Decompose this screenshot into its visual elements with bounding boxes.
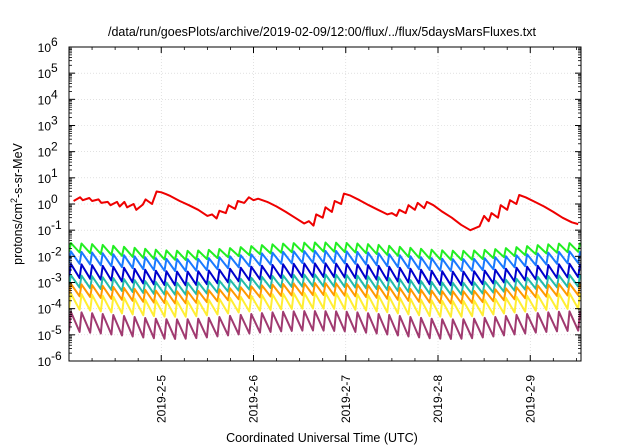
x-tick-labels: 2019-2-5 2019-2-6 2019-2-7 2019-2-8 2019-2-9 [154,375,537,423]
series-layer [69,190,581,340]
y-tick-base: 10 [38,67,52,81]
y-tick-exponent: -2 [51,244,62,258]
y-tick-exponent: -5 [51,323,62,337]
x-tick-label: 2019-2-6 [247,375,261,423]
y-tick-label: 10 [38,355,52,369]
y-tick-exponent: 1 [51,166,58,180]
y-tick-exponent: -6 [51,349,62,363]
y-tick-base: 10 [38,303,52,317]
y-tick-base: 10 [38,355,52,369]
y-tick-exponent: -4 [51,297,62,311]
y-tick-base: 10 [38,93,52,107]
y-axis-title-main: protons/cm [11,203,25,265]
y-axis-title-sup: 2 [9,198,19,203]
y-tick-exponent: 6 [51,35,58,49]
y-axis-title: protons/cm2-s-sr-MeV [9,142,25,264]
y-tick-label: 10 [38,198,52,212]
y-tick-base: 10 [38,146,52,160]
series-line [69,310,581,340]
y-tick-exponent: 0 [51,192,58,206]
y-tick-base: 10 [38,198,52,212]
y-tick-exponent: -1 [51,218,62,232]
y-tick-labels: 10 -610 -510 -410 -310 -210 -110 010 110 210 310 41… [38,35,62,369]
series-line [69,262,581,287]
y-tick-label: 10 [38,329,52,343]
x-tick-label: 2019-2-8 [431,375,445,423]
x-tick-label: 2019-2-5 [154,375,168,423]
y-tick-label: 10 [38,277,52,291]
chart-title: /data/run/goesPlots/archive/2019-02-09/1… [108,25,537,39]
y-tick-base: 10 [38,224,52,238]
y-tick-exponent: 2 [51,140,58,154]
series-line [69,291,581,318]
y-tick-exponent: 5 [51,61,58,75]
y-tick-label: 10 [38,120,52,134]
y-tick-base: 10 [38,172,52,186]
y-tick-base: 10 [38,41,52,55]
y-tick-base: 10 [38,277,52,291]
y-tick-label: 10 [38,146,52,160]
y-tick-label: 10 [38,250,52,264]
y-tick-exponent: -3 [51,271,62,285]
y-tick-exponent: 3 [51,114,58,128]
series-line [69,249,581,272]
y-tick-base: 10 [38,120,52,134]
series-line [69,241,581,261]
y-axis-title-rest: -s-sr-MeV [11,142,25,198]
y-tick-label: 10 [38,172,52,186]
y-tick-label: 10 [38,67,52,81]
y-tick-label: 10 [38,93,52,107]
x-axis-title: Coordinated Universal Time (UTC) [226,431,418,445]
y-tick-label: 10 [38,303,52,317]
y-tick-base: 10 [38,250,52,264]
x-tick-label: 2019-2-9 [523,375,537,423]
y-tick-label: 10 [38,41,52,55]
ticks [69,46,581,362]
series-line [69,282,581,305]
x-tick-label: 2019-2-7 [339,375,353,423]
y-tick-exponent: 4 [51,87,58,101]
y-tick-base: 10 [38,329,52,343]
series-line [69,273,581,296]
series-line [73,190,579,232]
y-tick-label: 10 [38,224,52,238]
